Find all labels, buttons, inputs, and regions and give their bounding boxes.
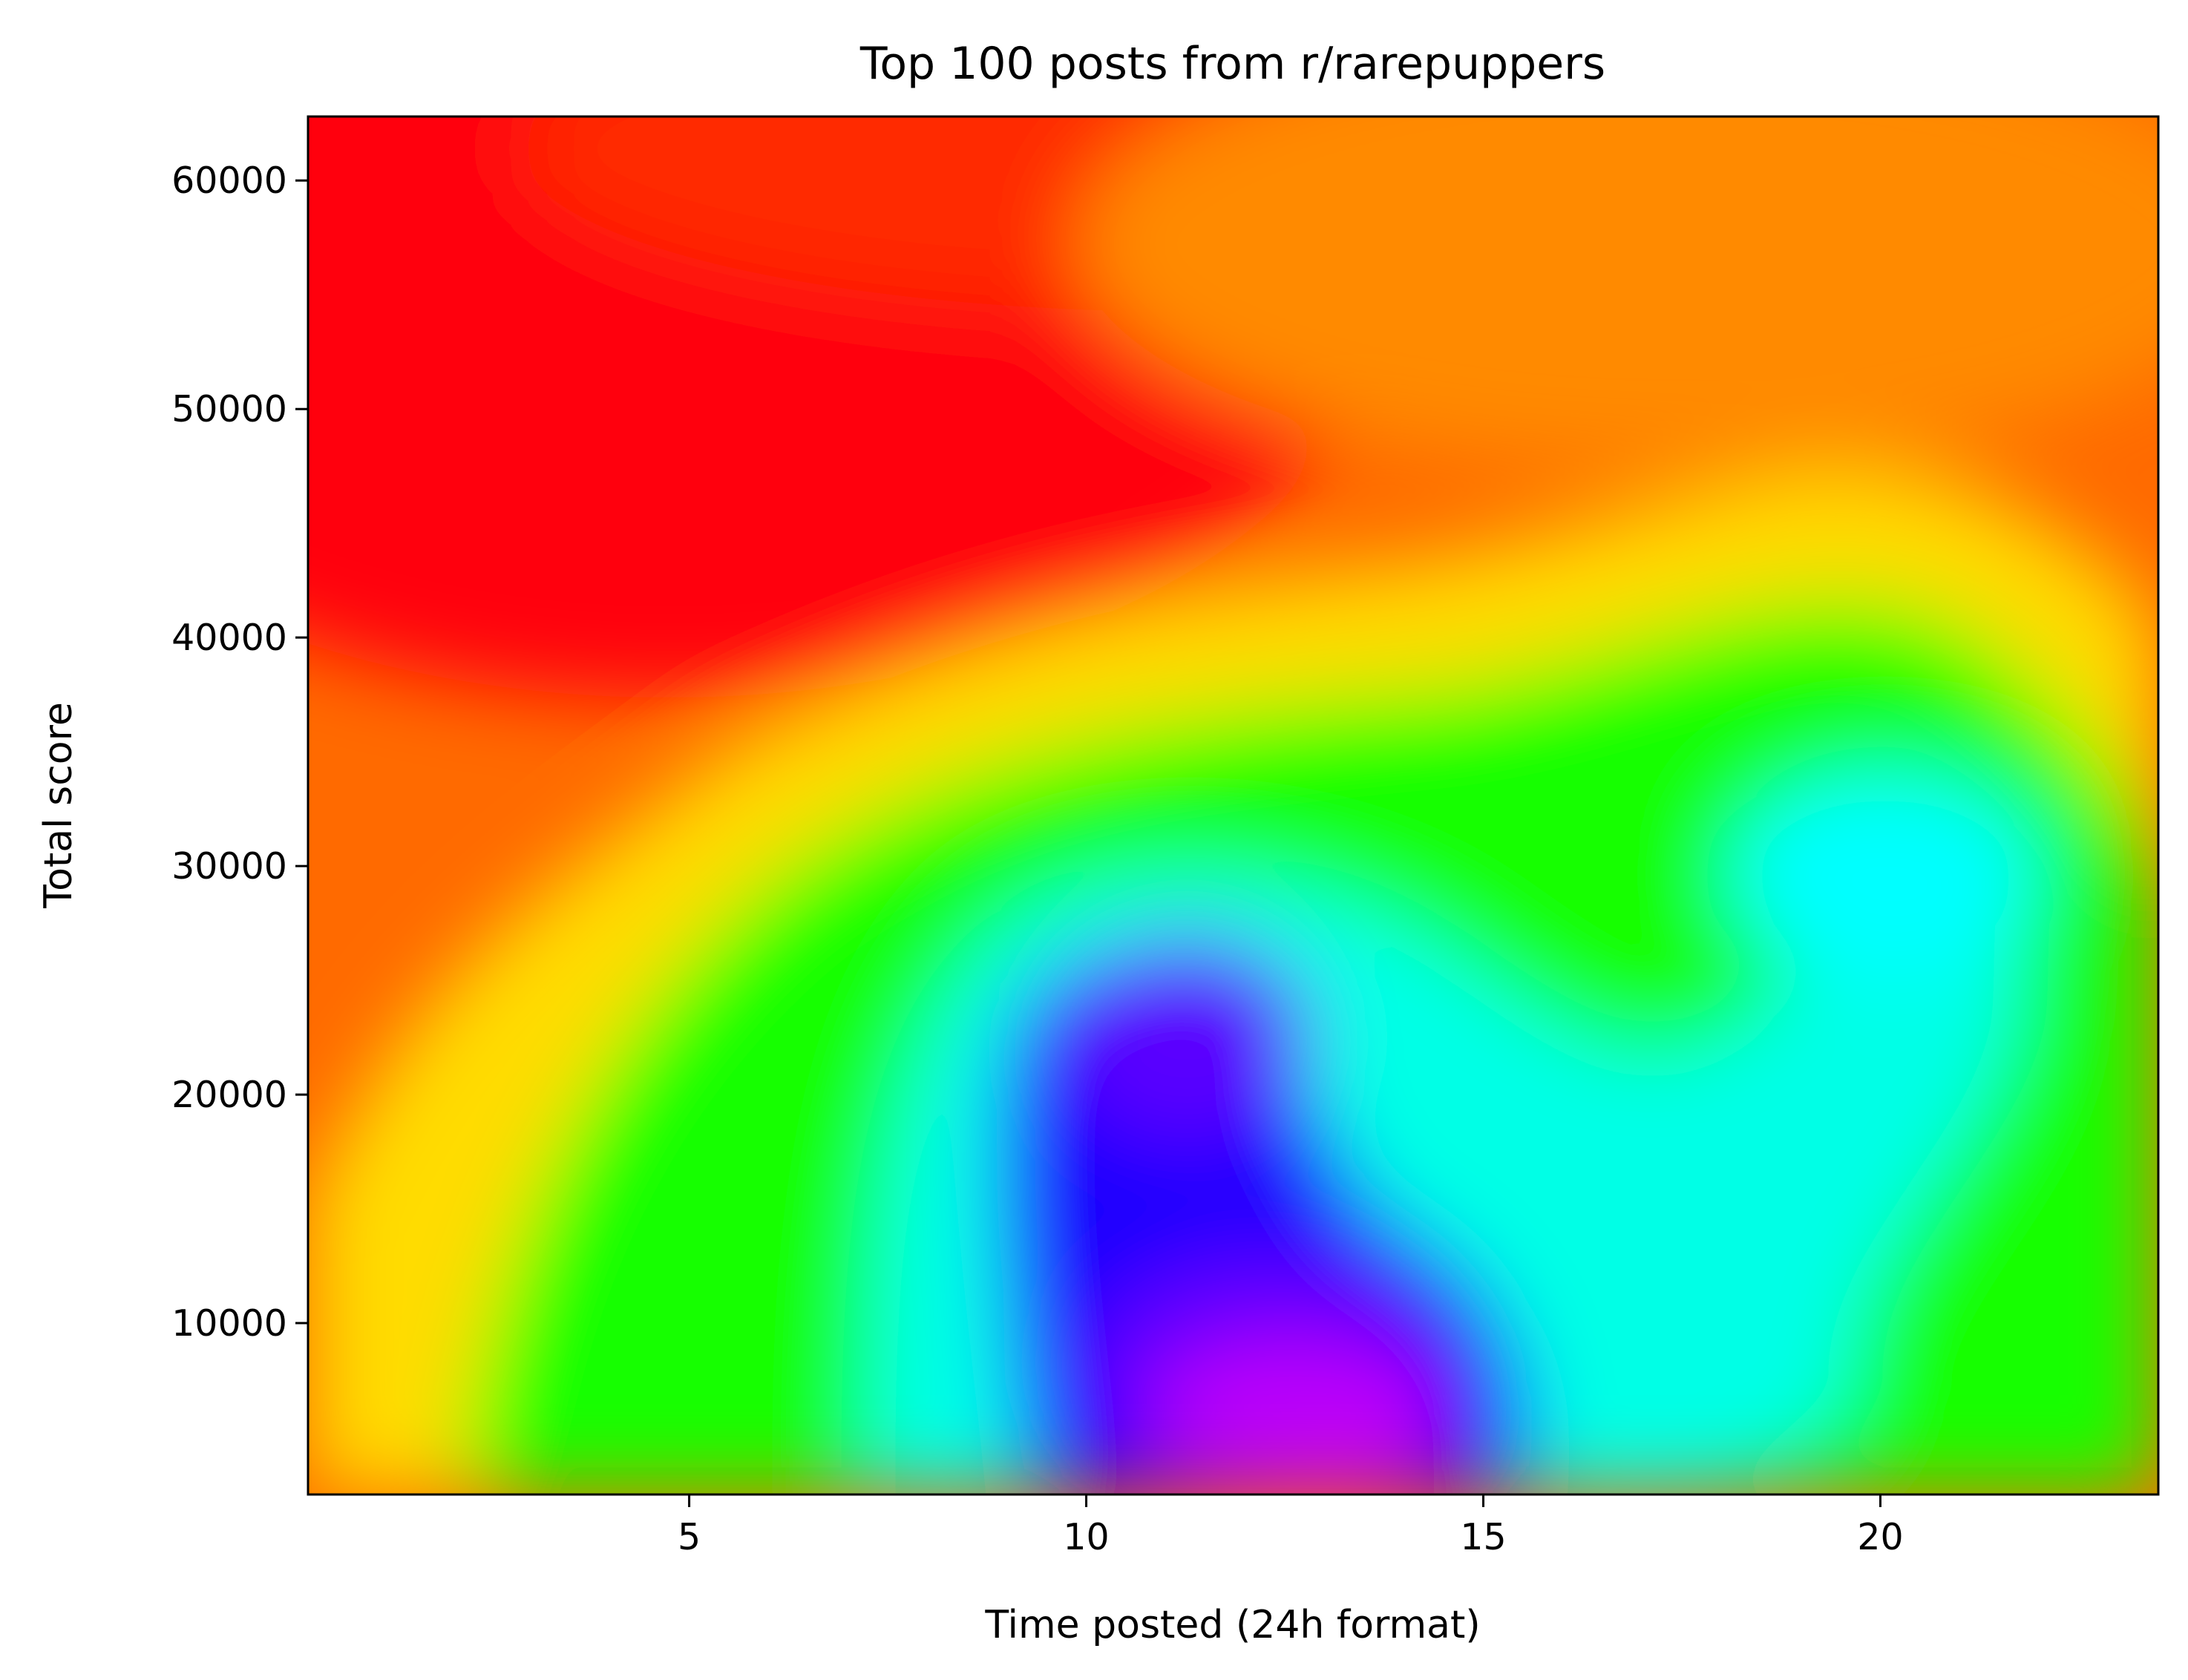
y-tick-label: 40000 [171,617,287,659]
y-axis-ticks: 10000 20000 30000 40000 50000 60000 [171,160,308,1345]
y-tick-label: 60000 [171,160,287,202]
x-tick-label: 5 [678,1516,701,1558]
y-tick-label: 10000 [171,1302,287,1345]
x-tick-label: 15 [1460,1516,1506,1558]
chart-title: Top 100 posts from r/rarepuppers [859,38,1605,90]
y-tick-label: 20000 [171,1074,287,1116]
y-tick-label: 50000 [171,388,287,430]
y-axis-label: Total score [36,702,81,909]
x-axis-label: Time posted (24h format) [984,1603,1480,1647]
y-tick-label: 30000 [171,845,287,887]
x-tick-label: 20 [1857,1516,1903,1558]
x-tick-label: 10 [1063,1516,1109,1558]
x-axis-ticks: 5 10 15 20 [678,1494,1904,1558]
heatmap-field [0,0,2188,1494]
